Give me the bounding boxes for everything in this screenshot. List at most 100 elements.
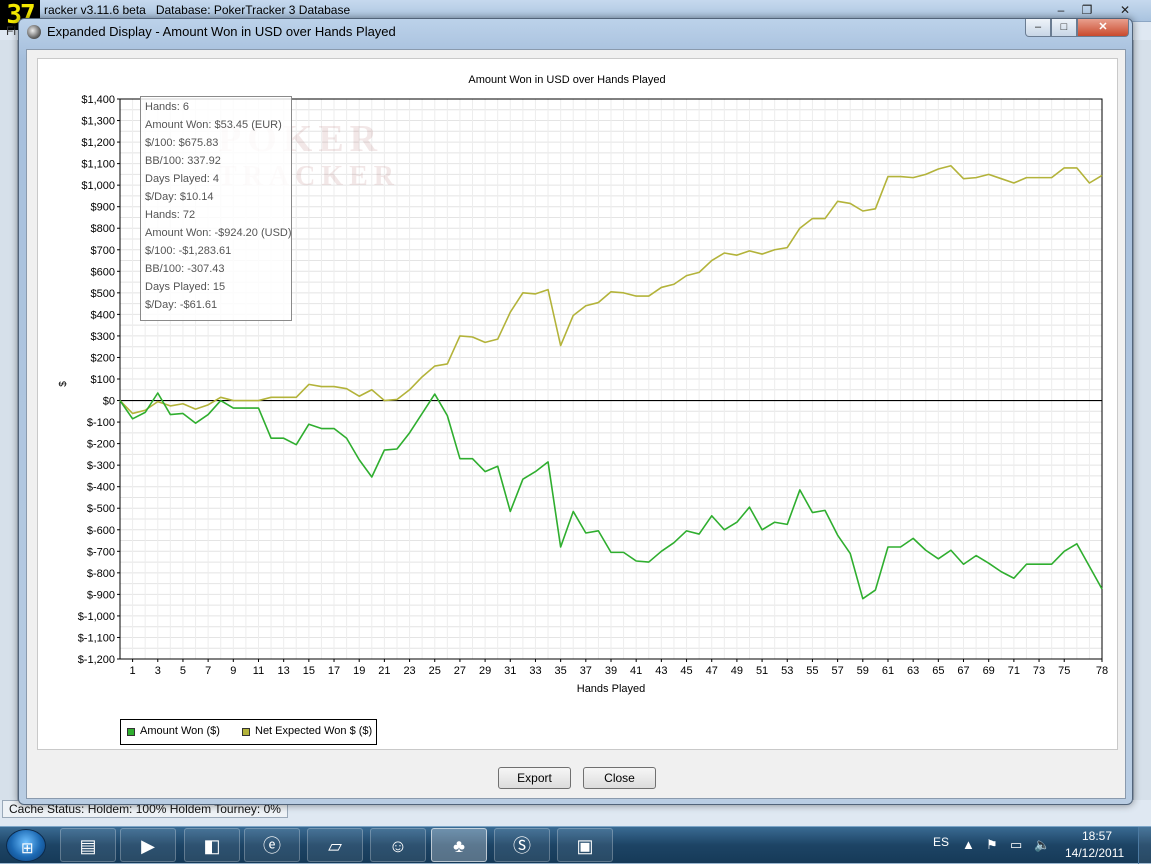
x-axis-label: Hands Played <box>577 683 646 695</box>
dialog-title: Expanded Display - Amount Won in USD ove… <box>47 24 396 39</box>
y-tick-label: $800 <box>91 223 115 235</box>
file-menu-stub[interactable]: Fi <box>6 24 16 38</box>
x-tick-label: 29 <box>479 665 491 677</box>
explorer-icon[interactable]: ▤ <box>60 828 116 862</box>
x-tick-label: 37 <box>580 665 592 677</box>
x-tick-label: 53 <box>781 665 793 677</box>
chart-series <box>119 164 1103 600</box>
network-icon[interactable]: ▭ <box>1010 837 1023 852</box>
x-tick-label: 71 <box>1008 665 1020 677</box>
y-tick-label: $200 <box>91 352 115 364</box>
y-tick-label: $-900 <box>87 589 115 601</box>
network-tool-icon[interactable]: ◧ <box>184 828 240 862</box>
y-tick-label: $700 <box>91 245 115 257</box>
windows-logo-icon: ⊞ <box>21 840 34 857</box>
y-tick-label: $1,000 <box>81 180 115 192</box>
dialog-minimize-button[interactable]: – <box>1025 19 1051 37</box>
y-tick-label: $1,200 <box>81 137 115 149</box>
plot-area <box>119 98 1103 660</box>
x-tick-label: 55 <box>806 665 818 677</box>
action-center-icon[interactable]: ⚑ <box>986 837 998 852</box>
y-tick-label: $1,300 <box>81 116 115 128</box>
x-tick-label: 17 <box>328 665 340 677</box>
volume-icon[interactable]: 🔈 <box>1034 837 1051 852</box>
dialog-maximize-button[interactable]: □ <box>1051 19 1077 37</box>
y-tick-label: $-1,000 <box>78 611 115 623</box>
sticky-notes-icon[interactable]: ▱ <box>307 828 363 862</box>
tray-expand-icon[interactable]: ▲ <box>962 837 975 852</box>
clock-time[interactable]: 18:57 <box>1082 829 1113 843</box>
y-tick-label: $400 <box>91 309 115 321</box>
media-player-icon[interactable]: ▶ <box>120 828 176 862</box>
x-tick-label: 3 <box>155 665 161 677</box>
tooltip-line: BB/100: 337.92 <box>145 155 221 167</box>
x-tick-label: 61 <box>882 665 894 677</box>
y-tick-label: $-700 <box>87 546 115 558</box>
left-panel-strip <box>0 40 18 800</box>
y-tick-label: $-300 <box>87 460 115 472</box>
x-tick-label: 5 <box>180 665 186 677</box>
x-axis-ticks: 1 3 5 7 9 11 13 15 17 19 21 23 25 27 29 31 33 35 37 39 41 43 4… <box>130 659 1108 677</box>
x-tick-label: 75 <box>1058 665 1070 677</box>
x-tick-label: 65 <box>932 665 944 677</box>
y-tick-label: $-500 <box>87 503 115 515</box>
windows-taskbar: ⊞ ▤ ▶ ◧ ⓔ ▱ ☺ ♣ Ⓢ ▣ ES ▲ ⚑ ▭ 🔈 18:57 14/… <box>0 826 1151 864</box>
tooltip-line: $/Day: -$61.61 <box>145 299 218 311</box>
tooltip-line: BB/100: -307.43 <box>145 263 225 275</box>
restore-icon[interactable]: ❐ <box>1081 3 1093 17</box>
start-button[interactable]: ⊞ <box>6 829 46 862</box>
show-desktop-button[interactable] <box>1138 827 1151 864</box>
close-icon[interactable]: ✕ <box>1119 3 1131 17</box>
close-button[interactable]: Close <box>583 767 656 789</box>
x-tick-label: 69 <box>983 665 995 677</box>
stats-tooltip: Hands: 6 Amount Won: $53.45 (EUR) $/100: $… <box>140 96 292 321</box>
app-icon <box>27 25 41 39</box>
x-tick-label: 63 <box>907 665 919 677</box>
x-tick-label: 67 <box>957 665 969 677</box>
x-tick-label: 49 <box>731 665 743 677</box>
tooltip-line: Days Played: 15 <box>145 281 226 293</box>
y-tick-label: $1,400 <box>81 94 115 106</box>
minimize-icon[interactable]: – <box>1057 3 1065 17</box>
y-tick-label: $0 <box>103 396 115 408</box>
net-expected-won-series-line <box>119 164 1103 415</box>
x-tick-label: 39 <box>605 665 617 677</box>
tooltip-line: Days Played: 4 <box>145 173 219 185</box>
line-chart: Amount Won in USD over Hands Played $1,4… <box>58 74 1108 695</box>
x-tick-label: 78 <box>1096 665 1108 677</box>
clock-date[interactable]: 14/12/2011 <box>1065 846 1125 860</box>
x-tick-label: 27 <box>454 665 466 677</box>
skype-icon[interactable]: Ⓢ <box>494 828 550 862</box>
x-tick-label: 23 <box>403 665 415 677</box>
chart-title: Amount Won in USD over Hands Played <box>468 74 665 86</box>
internet-explorer-icon[interactable]: ⓔ <box>244 828 300 862</box>
export-button[interactable]: Export <box>498 767 571 789</box>
tooltip-line: $/Day: $10.14 <box>145 191 214 203</box>
x-tick-label: 35 <box>555 665 567 677</box>
x-tick-label: 43 <box>655 665 667 677</box>
tooltip-line: $/100: $675.83 <box>145 137 219 149</box>
tooltip-line: Hands: 6 <box>145 101 190 113</box>
language-indicator[interactable]: ES <box>933 835 950 849</box>
messenger-icon[interactable]: ☺ <box>370 828 426 862</box>
x-tick-label: 51 <box>756 665 768 677</box>
dialog-close-button[interactable]: ✕ <box>1077 19 1129 37</box>
x-tick-label: 47 <box>706 665 718 677</box>
y-tick-label: $-200 <box>87 439 115 451</box>
x-tick-label: 1 <box>130 665 136 677</box>
hud-monitor-icon[interactable]: ▣ <box>557 828 613 862</box>
main-window-title: racker v3.11.6 beta Database: PokerTrack… <box>44 3 351 17</box>
x-tick-label: 41 <box>630 665 642 677</box>
x-tick-label: 59 <box>857 665 869 677</box>
y-tick-label: $-400 <box>87 482 115 494</box>
chart-legend: Amount Won ($) Net Expected Won $ ($) <box>120 719 377 745</box>
x-tick-label: 31 <box>504 665 516 677</box>
y-tick-label: $100 <box>91 374 115 386</box>
tooltip-line: Hands: 72 <box>145 209 196 221</box>
x-tick-label: 21 <box>378 665 390 677</box>
y-tick-label: $900 <box>91 202 115 214</box>
pokertracker-icon[interactable]: ♣ <box>431 828 487 862</box>
x-tick-label: 19 <box>353 665 365 677</box>
x-tick-label: 25 <box>429 665 441 677</box>
y-tick-label: $-600 <box>87 525 115 537</box>
